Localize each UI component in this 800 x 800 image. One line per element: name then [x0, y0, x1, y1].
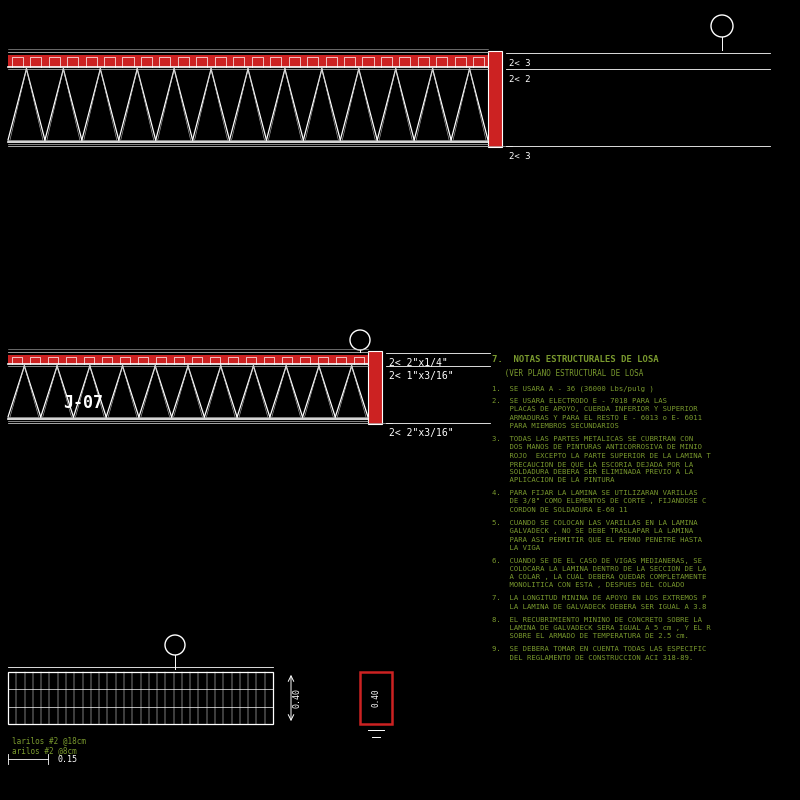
Text: 0.15: 0.15	[58, 755, 78, 765]
Text: 0.40: 0.40	[371, 689, 381, 707]
Text: 8.  EL RECUBRIMIENTO MININO DE CONCRETO SOBRE LA
    LAMINA DE GALVADECK SERA IG: 8. EL RECUBRIMIENTO MININO DE CONCRETO S…	[492, 617, 710, 639]
Text: 3.  TODAS LAS PARTES METALICAS SE CUBRIRAN CON
    DOS MANOS DE PINTURAS ANTICOR: 3. TODAS LAS PARTES METALICAS SE CUBRIRA…	[492, 436, 710, 483]
Text: 5.  CUANDO SE COLOCAN LAS VARILLAS EN LA LAMINA
    GALVADECK , NO SE DEBE TRASL: 5. CUANDO SE COLOCAN LAS VARILLAS EN LA …	[492, 520, 702, 550]
Bar	[8, 355, 368, 364]
Bar	[360, 672, 392, 724]
Text: 2< 2"x3/16": 2< 2"x3/16"	[389, 428, 454, 438]
Text: 2< 2: 2< 2	[509, 75, 530, 84]
Text: larilos #2 @18cm: larilos #2 @18cm	[12, 736, 86, 745]
Bar	[368, 351, 382, 424]
Text: 4.  PARA FIJAR LA LAMINA SE UTILIZARAN VARILLAS
    DE 3/8" COMO ELEMENTOS DE CO: 4. PARA FIJAR LA LAMINA SE UTILIZARAN VA…	[492, 490, 706, 513]
Text: 7.  NOTAS ESTRUCTURALES DE LOSA: 7. NOTAS ESTRUCTURALES DE LOSA	[492, 355, 658, 364]
Text: 7.  LA LONGITUD MININA DE APOYO EN LOS EXTREMOS P
    LA LAMINA DE GALVADECK DEB: 7. LA LONGITUD MININA DE APOYO EN LOS EX…	[492, 595, 706, 610]
Text: 1.  SE USARA A - 36 (36000 Lbs/pulg ): 1. SE USARA A - 36 (36000 Lbs/pulg )	[492, 385, 654, 391]
Text: 2< 3: 2< 3	[509, 152, 530, 161]
Bar	[8, 55, 488, 67]
Bar	[488, 51, 502, 147]
Text: J-07: J-07	[63, 394, 103, 411]
Text: 2.  SE USARA ELECTRODO E - 7018 PARA LAS
    PLACAS DE APOYO, CUERDA INFERIOR Y : 2. SE USARA ELECTRODO E - 7018 PARA LAS …	[492, 398, 702, 429]
Text: 2< 3: 2< 3	[509, 59, 530, 68]
Text: 2< 2"x1/4": 2< 2"x1/4"	[389, 358, 448, 368]
Text: arilos #2 @8cm: arilos #2 @8cm	[12, 746, 77, 755]
Text: 2< 1"x3/16": 2< 1"x3/16"	[389, 371, 454, 381]
Text: 6.  CUANDO SE DE EL CASO DE VIGAS MEDIANERAS, SE
    COLOCARA LA LAMINA DENTRO D: 6. CUANDO SE DE EL CASO DE VIGAS MEDIANE…	[492, 558, 706, 588]
Bar	[8, 672, 273, 724]
Text: (VER PLANO ESTRUCTURAL DE LOSA: (VER PLANO ESTRUCTURAL DE LOSA	[500, 369, 643, 378]
Text: 0.40: 0.40	[293, 688, 302, 708]
Text: 9.  SE DEBERA TOMAR EN CUENTA TODAS LAS ESPECIFIC
    DEL REGLAMENTO DE CONSTRUC: 9. SE DEBERA TOMAR EN CUENTA TODAS LAS E…	[492, 646, 706, 661]
